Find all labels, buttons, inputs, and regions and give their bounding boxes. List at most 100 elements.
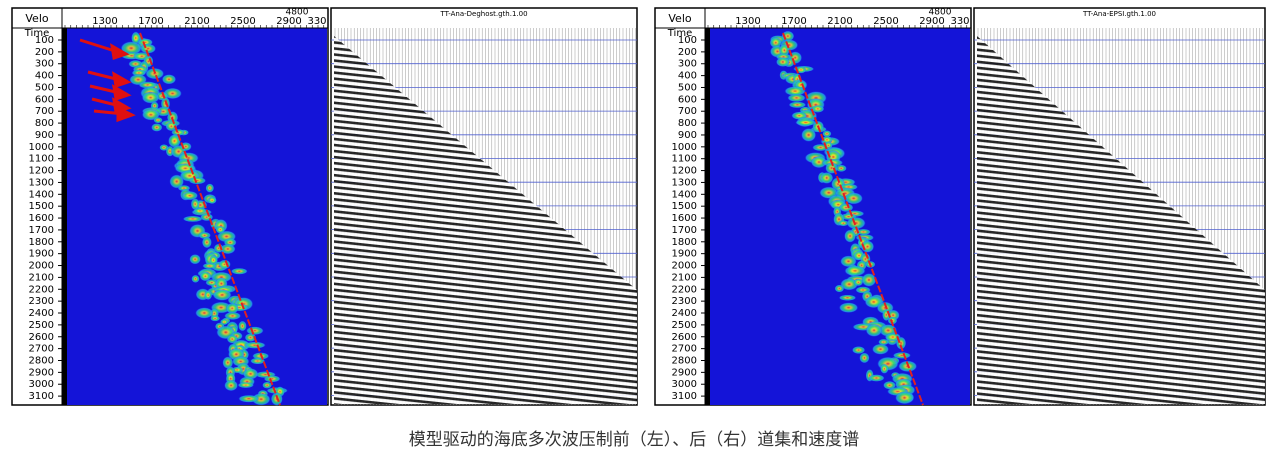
semblance-blob — [895, 391, 915, 405]
time-tick-label: 1800 — [29, 237, 54, 248]
semblance-blob — [838, 294, 857, 301]
time-tick-label: 1500 — [29, 201, 54, 212]
semblance-blob — [165, 121, 178, 132]
time-tick-label: 2000 — [29, 261, 54, 272]
velocity-tick-label: 2100 — [827, 16, 852, 27]
semblance-blob — [872, 343, 889, 355]
annotation-arrows — [79, 38, 136, 123]
semblance-blob — [225, 302, 239, 314]
semblance-blob — [181, 191, 199, 201]
time-tick-label: 2500 — [29, 320, 54, 331]
time-tick-label: 1600 — [672, 213, 697, 224]
velocity-tick-label: 1700 — [781, 16, 806, 27]
semblance-blob — [205, 279, 219, 287]
time-tick-label: 300 — [678, 59, 697, 70]
time-tick-label: 2100 — [672, 272, 697, 283]
time-tick-label: 1800 — [672, 237, 697, 248]
time-tick-label: 2900 — [672, 367, 697, 378]
time-label: Time — [24, 28, 49, 39]
semblance-blob — [787, 93, 806, 102]
semblance-blob — [202, 262, 217, 269]
time-tick-label: 3100 — [672, 391, 697, 402]
time-tick-label: 2200 — [29, 284, 54, 295]
time-tick-label: 1300 — [672, 177, 697, 188]
semblance-blob — [776, 57, 790, 67]
velocity-tick-label: 330 — [950, 16, 969, 27]
velocity-max: 4800 — [286, 8, 309, 18]
semblance-blob — [892, 352, 911, 359]
semblance-blob — [838, 203, 854, 213]
gather-wedge — [977, 36, 1265, 404]
time-tick-label: 300 — [35, 59, 54, 70]
time-tick-label: 500 — [35, 82, 54, 93]
semblance-blob — [190, 198, 200, 211]
velocity-label: Velo — [25, 12, 48, 25]
semblance-blob — [222, 356, 234, 369]
time-tick-label: 800 — [35, 118, 54, 129]
time-tick-label: 2500 — [672, 320, 697, 331]
semblance-blob — [880, 363, 889, 374]
semblance-blob — [837, 220, 849, 227]
semblance-blob — [238, 320, 247, 332]
semblance-blob — [168, 134, 181, 148]
semblance-blob — [878, 338, 889, 346]
time-tick-label: 600 — [678, 94, 697, 105]
time-tick-label: 100 — [35, 35, 54, 46]
semblance-blob — [859, 352, 870, 364]
gather-wedge — [334, 36, 637, 404]
velocity-tick-label: 2500 — [873, 16, 898, 27]
velocity-tick-label: 1700 — [138, 16, 163, 27]
time-tick-label: 1400 — [29, 189, 54, 200]
semblance-blob — [207, 196, 217, 204]
time-tick-label: 200 — [678, 47, 697, 58]
semblance-blob — [251, 393, 271, 406]
velocity-tick-label: 2500 — [230, 16, 255, 27]
velocity-label: Velo — [668, 12, 691, 25]
semblance-blob — [884, 332, 901, 342]
semblance-blob — [161, 74, 177, 85]
semblance-blob — [210, 315, 221, 322]
semblance-blob — [844, 265, 866, 277]
semblance-blob — [262, 381, 272, 389]
semblance-blob — [151, 123, 163, 132]
semblance-blob — [861, 273, 877, 287]
semblance-blob — [784, 86, 806, 96]
semblance-blob — [195, 307, 214, 319]
semblance-blob — [822, 130, 832, 138]
semblance-blob — [835, 164, 847, 172]
semblance-blob — [145, 67, 165, 80]
time-tick-label: 500 — [678, 82, 697, 93]
time-tick-label: 1900 — [672, 249, 697, 260]
semblance-blob — [853, 278, 864, 287]
semblance-blob — [224, 379, 238, 392]
semblance-blob — [846, 216, 866, 230]
semblance-blob — [141, 108, 160, 121]
time-tick-label: 800 — [678, 118, 697, 129]
semblance-blob — [153, 117, 163, 124]
time-tick-label: 2700 — [29, 344, 54, 355]
semblance-blob — [801, 128, 817, 142]
picked-velocity — [139, 32, 281, 406]
semblance-blob — [811, 105, 825, 113]
time-tick-label: 1000 — [29, 142, 54, 153]
velocity-tick-label: 330 — [307, 16, 326, 27]
time-tick-label: 2300 — [672, 296, 697, 307]
spectrum-edge — [705, 28, 710, 405]
semblance-blob — [237, 382, 254, 389]
semblance-blob — [779, 43, 790, 57]
semblance-blob — [182, 215, 203, 223]
time-tick-label: 2400 — [672, 308, 697, 319]
semblance-blob — [210, 271, 233, 283]
semblance-blob — [201, 236, 212, 249]
time-tick-label: 1900 — [29, 249, 54, 260]
time-tick-label: 2700 — [672, 344, 697, 355]
time-tick-label: 700 — [678, 106, 697, 117]
time-tick-label: 1100 — [672, 154, 697, 165]
semblance-blob — [844, 192, 863, 205]
time-tick-label: 2600 — [29, 332, 54, 343]
semblance-blob — [840, 278, 859, 291]
semblance-blob — [856, 228, 871, 236]
time-tick-label: 1000 — [672, 142, 697, 153]
